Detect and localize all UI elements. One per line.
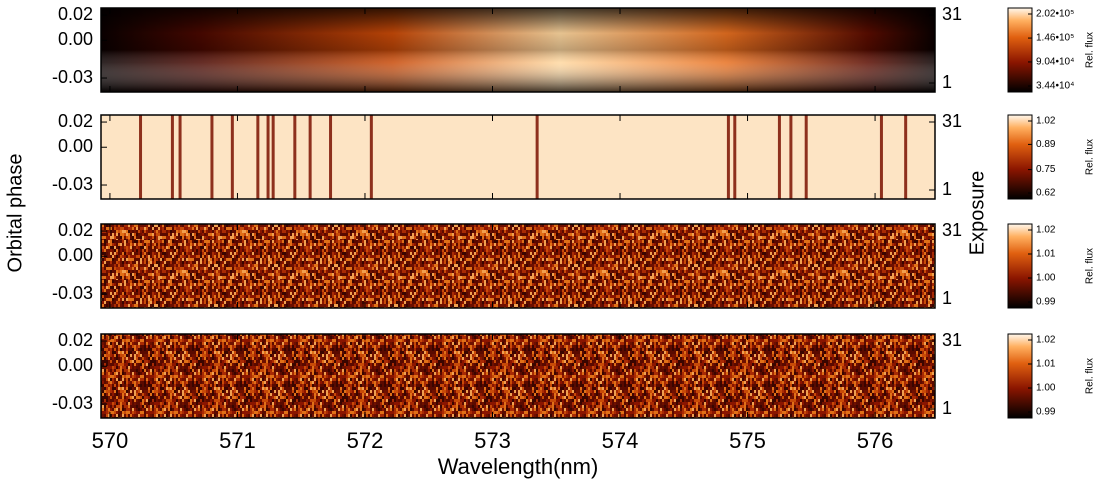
colorbar [1007,333,1033,419]
colorbar-tick-label: 1.02 [1036,116,1056,127]
colorbar-tick-label: 0.89 [1036,139,1056,150]
y2-tick-label: 31 [942,4,962,24]
y2-tick-label: 31 [942,220,962,240]
colorbar-label: Rel. flux [1085,32,1096,68]
absorption-line [293,115,297,199]
y-tick-label: 0.02 [58,111,93,131]
x-tick-label: 572 [347,428,384,453]
y-tick-label: 0.00 [58,245,93,265]
absorption-line [777,115,781,199]
y-tick-label: 0.02 [58,220,93,240]
plot-frame [100,7,936,93]
absorption-line [535,115,539,199]
y2-axis-label: Exposure [966,171,988,256]
absorption-line [789,115,793,199]
x-tick-label: 571 [219,428,256,453]
absorption-line [904,115,908,199]
colorbar [1007,7,1033,93]
y-tick-label: 0.02 [58,4,93,24]
y2-tick-label: 1 [942,72,952,92]
absorption-line [733,115,737,199]
colorbar-tick-label: 3.44•10⁴ [1036,81,1074,92]
colorbar-tick-label: 0.62 [1036,188,1056,199]
y-tick-label: 0.00 [58,355,93,375]
colorbar-tick-label: 0.99 [1036,407,1056,418]
y2-tick-label: 1 [942,288,952,308]
x-tick-label: 574 [602,428,639,453]
x-tick-label: 576 [857,428,894,453]
colorbar-tick-label: 1.02 [1036,335,1056,346]
absorption-line [879,115,883,199]
y-axis-label: Orbital phase [4,154,26,273]
y-tick-label: -0.03 [52,393,93,413]
absorption-line [726,115,730,199]
x-tick-label: 570 [92,428,129,453]
y-tick-label: -0.03 [52,174,93,194]
absorption-line [230,115,234,199]
y2-tick-label: 31 [942,330,962,350]
absorption-line [139,115,143,199]
absorption-line [170,115,174,199]
y2-tick-label: 31 [942,111,962,131]
absorption-line [308,115,312,199]
colorbar-tick-label: 0.75 [1036,164,1056,175]
heatmap-field [101,224,935,308]
absorption-line [256,115,260,199]
heatmap-field [101,115,935,199]
colorbar-tick-label: 1.00 [1036,383,1056,394]
colorbar-tick-label: 1.01 [1036,249,1056,260]
x-axis-label: Wavelength(nm) [438,454,599,479]
colorbar-label: Rel. flux [1085,248,1096,284]
absorption-line [178,115,182,199]
colorbar [1007,114,1033,200]
x-tick-label: 575 [729,428,766,453]
absorption-line [266,115,270,199]
x-tick-label: 573 [474,428,511,453]
colorbar-tick-label: 1.01 [1036,359,1056,370]
plot-frame [100,333,936,419]
y-tick-label: -0.03 [52,283,93,303]
colorbar-label: Rel. flux [1085,358,1096,394]
colorbar-tick-label: 9.04•10⁴ [1036,57,1074,68]
absorption-line [210,115,214,199]
colorbar [1007,223,1033,309]
colorbar-tick-label: 1.46•10⁵ [1036,33,1074,44]
y2-tick-label: 1 [942,398,952,418]
absorption-line [369,115,373,199]
colorbar-tick-label: 1.00 [1036,273,1056,284]
heatmap-field [101,334,935,418]
heatmap-shading [101,8,935,92]
colorbar-tick-label: 2.02•10⁵ [1036,9,1074,20]
y-tick-label: -0.03 [52,67,93,87]
plot-frame [100,114,936,200]
y-tick-label: 0.00 [58,136,93,156]
y-tick-label: 0.00 [58,29,93,49]
absorption-line [329,115,333,199]
colorbar-tick-label: 0.99 [1036,297,1056,308]
absorption-line [271,115,275,199]
y2-tick-label: 1 [942,179,952,199]
colorbar-label: Rel. flux [1085,139,1096,175]
y-tick-label: 0.02 [58,330,93,350]
plot-frame [100,223,936,309]
colorbar-tick-label: 1.02 [1036,225,1056,236]
absorption-line [804,115,808,199]
